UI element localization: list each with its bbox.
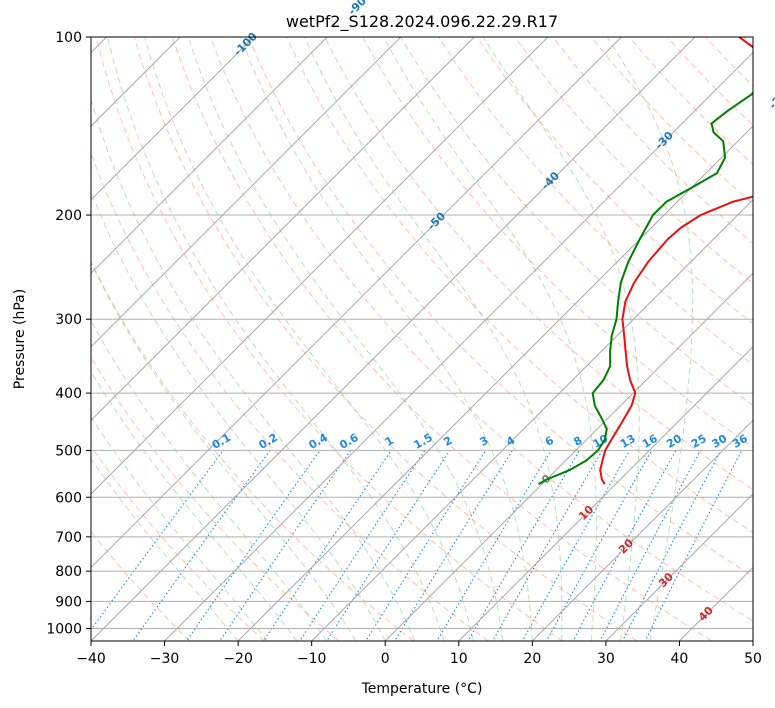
moist-adiabat <box>91 416 268 641</box>
moist-adiabat <box>240 37 533 641</box>
dewpoint-profile <box>538 90 753 485</box>
x-axis-ticks: −40 −30 −20 −10 0 10 20 30 40 50 <box>76 641 762 667</box>
moist-adiabat <box>91 261 357 641</box>
dry-adiabat <box>514 37 753 284</box>
dry-adiabat <box>286 37 753 534</box>
x-tick-label: 10 <box>450 651 468 667</box>
y-tick-label: 500 <box>55 443 82 459</box>
dry-adiabat <box>209 37 753 622</box>
moist-adiabat <box>91 190 386 641</box>
isotherm-line <box>237 125 753 641</box>
isotherm-lines <box>91 37 753 641</box>
moist-adiabat <box>303 37 563 641</box>
moist-adiabat <box>91 319 327 641</box>
dry-adiabat <box>171 37 713 641</box>
moist-adiabat <box>107 37 445 641</box>
dry-adiabat <box>324 37 753 491</box>
y-tick-label: 300 <box>55 312 82 328</box>
x-tick-label: −40 <box>76 651 106 667</box>
dry-adiabat <box>133 37 638 641</box>
x-tick-label: 20 <box>523 651 541 667</box>
isotherm-line <box>91 37 622 569</box>
isotherm-line <box>311 198 753 641</box>
dry-adiabat <box>95 37 563 641</box>
y-tick-label: 600 <box>55 490 82 506</box>
isotherm-line <box>384 272 753 641</box>
y-tick-label: 900 <box>55 594 82 610</box>
y-tick-label: 200 <box>55 208 82 224</box>
isotherm-line <box>605 493 753 641</box>
dry-adiabat <box>247 37 753 577</box>
chart-title: wetPf2_S128.2024.096.22.29.R17 <box>286 12 558 32</box>
y-tick-label: 1000 <box>46 621 82 637</box>
isotherm-line <box>458 346 753 641</box>
y-tick-label: 100 <box>55 30 82 46</box>
dry-adiabat <box>91 445 265 641</box>
isotherm-line <box>91 37 475 422</box>
x-tick-label: 40 <box>671 651 689 667</box>
moist-adiabat <box>187 37 504 641</box>
moist-adiabat <box>91 457 239 641</box>
temperature-profile <box>599 37 753 485</box>
y-axis-ticks: 100 200 300 400 500 600 700 800 900 1000 <box>46 30 91 637</box>
isotherm-line <box>164 51 753 641</box>
dry-adiabat <box>91 260 414 641</box>
isotherm-line <box>91 37 402 348</box>
y-tick-label: 400 <box>55 386 82 402</box>
isotherm-line <box>91 37 696 641</box>
x-tick-label: 30 <box>597 651 615 667</box>
x-tick-label: −10 <box>297 651 327 667</box>
y-tick-label: 800 <box>55 564 82 580</box>
moist-adiabat <box>383 37 597 641</box>
x-tick-label: 50 <box>744 651 762 667</box>
moist-adiabat <box>91 370 298 641</box>
moist-adiabat <box>606 37 694 641</box>
plot-frame <box>90 36 754 642</box>
y-axis-label: Pressure (hPa) <box>12 289 28 389</box>
isotherm-line <box>91 37 255 201</box>
isotherm-line <box>91 37 549 495</box>
x-tick-label: −30 <box>150 651 180 667</box>
x-axis-label: Temperature (°C) <box>361 681 483 697</box>
y-tick-label: 700 <box>55 530 82 546</box>
isotherm-label: -20 <box>767 88 775 111</box>
moist-adiabat <box>144 37 474 641</box>
profiles <box>538 37 753 485</box>
pressure-gridlines <box>91 37 753 629</box>
isotherm-line <box>531 419 753 641</box>
x-tick-label: 0 <box>381 651 390 667</box>
x-tick-label: −20 <box>223 651 253 667</box>
isotherm-line <box>91 37 328 274</box>
